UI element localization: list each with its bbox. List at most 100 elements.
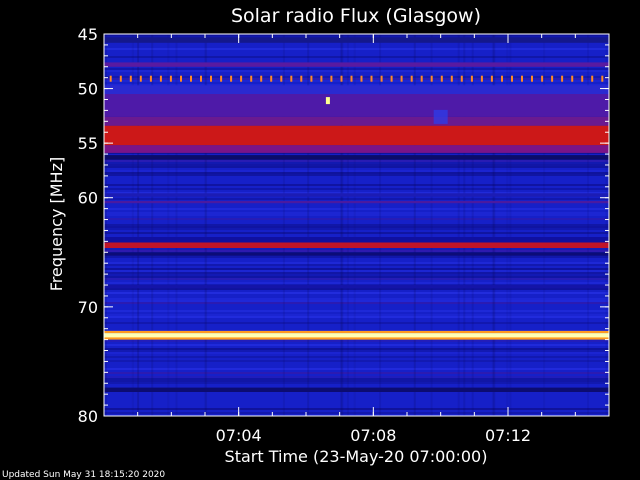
periodic-spike <box>450 75 453 82</box>
noise-row <box>104 164 609 166</box>
time-striation <box>167 34 170 416</box>
periodic-spike <box>280 75 283 82</box>
periodic-spike <box>159 75 162 82</box>
burst-layer <box>109 75 604 124</box>
x-tick-label: 07:04 <box>216 426 262 445</box>
noise-row <box>104 184 609 186</box>
time-striation <box>131 34 134 416</box>
time-striation <box>307 34 310 416</box>
noise-row <box>104 36 609 38</box>
periodic-spike <box>561 75 564 82</box>
noise-row <box>104 188 609 190</box>
time-striation <box>506 34 509 416</box>
periodic-spike <box>310 75 313 82</box>
noise-row <box>104 282 609 284</box>
noise-row <box>104 278 609 280</box>
updated-timestamp: Updated Sun May 31 18:15:20 2020 <box>2 470 165 480</box>
periodic-spike <box>470 75 473 82</box>
periodic-spike <box>601 75 604 82</box>
periodic-spike <box>180 75 182 82</box>
time-striation <box>104 34 107 416</box>
time-striation <box>430 34 433 416</box>
periodic-spike <box>230 75 233 82</box>
periodic-spike <box>200 75 202 82</box>
periodic-spike <box>581 75 584 82</box>
periodic-spike <box>480 75 483 82</box>
periodic-spike <box>370 75 373 82</box>
noise-row <box>104 288 609 290</box>
noise-row <box>104 314 609 316</box>
periodic-spike <box>270 75 273 82</box>
noise-row <box>104 224 609 226</box>
noise-row <box>104 368 609 370</box>
y-tick-label: 60 <box>78 189 98 208</box>
periodic-spike <box>531 75 533 82</box>
periodic-spike <box>410 75 413 82</box>
noise-row <box>104 248 609 250</box>
noise-row <box>104 380 609 382</box>
time-striation <box>341 34 344 416</box>
periodic-spike <box>109 75 112 82</box>
noise-row <box>104 274 609 276</box>
noise-row <box>104 276 609 278</box>
noise-row <box>104 172 609 174</box>
noise-row <box>104 174 609 176</box>
noise-row <box>104 152 609 154</box>
periodic-spike <box>330 75 333 82</box>
periodic-spike <box>440 75 443 82</box>
time-striation <box>137 34 140 416</box>
noise-row <box>104 34 609 36</box>
noise-row <box>104 78 609 80</box>
noise-row <box>104 232 609 234</box>
periodic-spike <box>129 75 132 82</box>
time-striation <box>543 34 546 416</box>
noise-row <box>104 162 609 164</box>
time-striation <box>413 34 416 416</box>
time-striation <box>509 34 512 416</box>
noise-row <box>104 218 609 220</box>
periodic-spike <box>420 75 423 82</box>
frequency-band <box>104 145 609 153</box>
frequency-band <box>104 333 609 338</box>
noise-row <box>104 412 609 414</box>
frequency-band <box>104 201 609 204</box>
periodic-spike <box>490 75 493 82</box>
noise-row <box>104 408 609 410</box>
periodic-spike <box>511 75 513 82</box>
noise-row <box>104 264 609 266</box>
time-striation <box>137 34 139 416</box>
time-striation <box>205 34 208 416</box>
periodic-spike <box>571 75 574 82</box>
noise-row <box>104 268 609 270</box>
noise-row <box>104 80 609 82</box>
axes: 45 50 55 60 70 80 07:04 07:08 07:12 <box>78 25 610 445</box>
noise-row <box>104 316 609 318</box>
time-striation <box>463 34 466 416</box>
chart-title: Solar radio Flux (Glasgow) <box>231 5 481 27</box>
frequency-band <box>104 85 609 94</box>
periodic-spike <box>460 75 463 82</box>
frequency-band <box>104 155 609 160</box>
periodic-spike <box>380 75 383 82</box>
noise-row <box>104 228 609 230</box>
time-striation <box>491 34 494 416</box>
periodic-spike <box>190 75 192 82</box>
frequency-band <box>104 252 609 256</box>
periodic-spike <box>300 75 303 82</box>
periodic-spike <box>320 75 323 82</box>
periodic-spike <box>430 75 433 82</box>
y-tick-label: 50 <box>78 80 98 99</box>
time-striation <box>587 34 590 416</box>
noise-row <box>104 382 609 384</box>
periodic-spike <box>340 75 343 82</box>
noise-row <box>104 300 609 302</box>
noise-row <box>104 212 609 214</box>
time-striation <box>175 34 178 416</box>
noise-row <box>104 262 609 264</box>
time-striation <box>353 34 356 416</box>
time-striation <box>151 34 154 416</box>
frequency-band <box>104 337 609 340</box>
periodic-spike <box>521 75 523 82</box>
noise-row <box>104 298 609 300</box>
noise-row <box>104 376 609 378</box>
